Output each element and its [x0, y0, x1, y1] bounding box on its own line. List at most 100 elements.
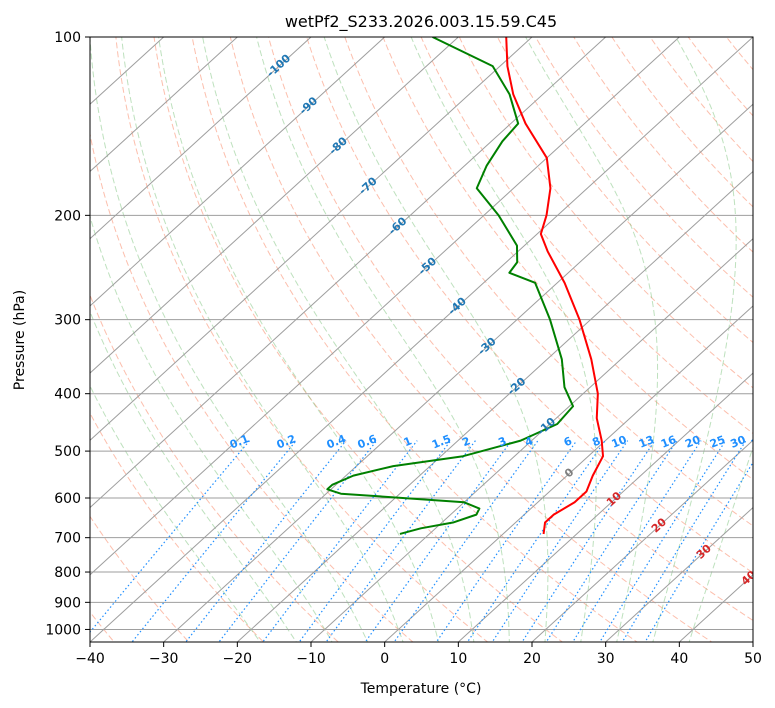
dry-adiabat-line — [611, 37, 753, 208]
moist-adiabat-line — [121, 37, 404, 642]
dewpoint-profile — [326, 37, 575, 535]
isotherm-line — [236, 170, 753, 642]
dry-adiabat-line — [229, 37, 713, 642]
moist-adiabat-line — [90, 37, 369, 642]
isotherm-line — [90, 37, 753, 642]
y-tick-label: 500 — [54, 444, 81, 460]
dry-adiabat-line — [420, 37, 753, 435]
dry-adiabat-line — [535, 37, 753, 298]
moist-adiabat-line — [90, 384, 261, 642]
mixing-ratio-line — [131, 440, 297, 642]
mixing-ratio-lines — [90, 440, 753, 642]
isotherm-line — [90, 37, 238, 173]
moist-adiabats — [90, 37, 753, 642]
isotherm-line — [90, 37, 533, 442]
y-axis: 100 200 300 400 500 600 700 800 900 1000 — [45, 30, 90, 638]
x-axis-label: Temperature (°C) — [360, 681, 482, 697]
mixing-ratio-label: 36 — [749, 433, 768, 451]
x-tick-label: −40 — [75, 651, 105, 667]
isotherm-line — [531, 439, 753, 642]
mixing-ratio-label: 2 — [460, 434, 472, 449]
moist-adiabat-line — [525, 37, 659, 642]
dry-adiabat-line — [90, 515, 190, 642]
x-tick-label: −30 — [149, 651, 179, 667]
mixing-ratio-label: 13 — [637, 433, 656, 451]
isotherm-line — [90, 37, 680, 576]
dry-adiabat-line — [90, 131, 414, 642]
x-tick-label: 0 — [380, 651, 389, 667]
isotherm-line — [605, 506, 753, 642]
plot-frame — [89, 36, 754, 643]
dry-adiabat-line — [191, 37, 638, 642]
dry-adiabat-line — [267, 37, 753, 622]
moist-adiabat-line — [652, 37, 737, 642]
moist-adiabat-line — [323, 37, 549, 642]
mixing-ratio-label: 20 — [683, 433, 702, 451]
mixing-ratio-label: 16 — [659, 433, 678, 451]
x-tick-label: 40 — [670, 651, 688, 667]
mixing-ratio-line — [466, 440, 606, 642]
dry-adiabat-line — [90, 412, 265, 642]
isotherm-line — [90, 37, 312, 240]
mixing-ratio-label: 1 — [402, 434, 414, 449]
isotherm-line — [90, 37, 386, 307]
isotherm-line — [90, 37, 459, 374]
y-tick-label: 400 — [54, 387, 81, 403]
moist-adiabat-line — [158, 37, 439, 642]
x-tick-label: 10 — [449, 651, 467, 667]
dry-adiabat-line — [306, 37, 753, 574]
isobars — [90, 37, 753, 630]
x-tick-label: 50 — [744, 651, 762, 667]
y-tick-label: 200 — [54, 208, 81, 224]
x-axis: −40 −30 −20 −10 0 10 20 30 40 50 — [75, 642, 762, 667]
dry-adiabat-line — [153, 37, 564, 642]
mixing-ratio-line — [521, 440, 656, 642]
dry-adiabat-line — [458, 37, 753, 389]
mixing-ratio-line — [218, 440, 378, 642]
temperature-profile — [505, 37, 605, 535]
y-tick-label: 100 — [54, 30, 81, 46]
x-tick-label: −20 — [223, 651, 253, 667]
x-tick-label: −10 — [296, 651, 326, 667]
dry-adiabat-line — [573, 37, 753, 253]
isotherm-line — [457, 372, 753, 642]
mixing-ratio-line — [325, 440, 476, 642]
dry-adiabats — [90, 37, 753, 642]
isotherm-line — [384, 305, 753, 642]
isotherm-line — [163, 103, 753, 642]
mixing-ratio-line — [435, 440, 578, 642]
dry-adiabat-line — [496, 37, 753, 344]
x-tick-label: 30 — [597, 651, 615, 667]
mixing-ratio-label: 10 — [610, 433, 629, 451]
sounding-profiles — [326, 37, 605, 535]
isotherm-line — [310, 237, 753, 642]
dry-adiabat-line — [90, 293, 339, 642]
y-tick-label: 1000 — [45, 622, 81, 638]
y-tick-label: 600 — [54, 491, 81, 507]
dry-adiabat-line — [115, 37, 489, 642]
mixing-ratio-line — [644, 461, 753, 642]
mixing-ratio-line — [298, 440, 452, 642]
mixing-ratio-label: 3 — [496, 434, 508, 449]
moist-adiabat-line — [90, 310, 297, 642]
mixing-ratio-line — [262, 440, 418, 642]
y-tick-label: 300 — [54, 313, 81, 329]
y-axis-label: Pressure (hPa) — [12, 290, 28, 390]
y-tick-label: 700 — [54, 531, 81, 547]
mixing-ratio-label: 8 — [590, 434, 602, 449]
moist-adiabat-line — [688, 445, 753, 642]
moist-adiabat-line — [256, 37, 510, 642]
x-tick-label: 20 — [523, 651, 541, 667]
mixing-ratio-label: 30 — [728, 433, 747, 451]
mixing-ratio-line — [599, 440, 727, 642]
mixing-ratio-line — [621, 440, 747, 642]
y-tick-label: 900 — [54, 595, 81, 611]
mixing-ratio-line — [185, 440, 347, 642]
isotherm-line — [90, 37, 607, 509]
y-tick-label: 800 — [54, 565, 81, 581]
mixing-ratio-label: 25 — [708, 433, 727, 451]
plot-area: -100-90-80-70-60-50-40-30-20-10010203040… — [90, 37, 768, 642]
chart-title: wetPf2_S233.2026.003.15.59.C45 — [285, 12, 557, 32]
isotherms — [90, 37, 753, 642]
